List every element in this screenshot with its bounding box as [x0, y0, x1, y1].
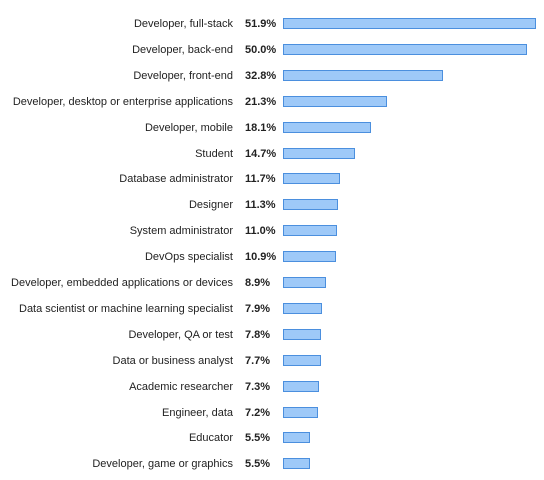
- value-label: 14.7%: [245, 147, 277, 160]
- value-label: 5.5%: [245, 458, 271, 471]
- category-label: Developer, embedded applications or devi…: [11, 277, 233, 289]
- category-label: Data scientist or machine learning speci…: [19, 302, 233, 315]
- value-label: 51.9%: [245, 18, 277, 30]
- category-label: Developer, full-stack: [133, 18, 233, 30]
- bar-row: Data scientist or machine learning speci…: [0, 300, 544, 318]
- value-label: 10.9%: [245, 251, 277, 264]
- bar-row: Developer, QA or test 7.8%: [0, 326, 544, 344]
- category-label: Developer, QA or test: [128, 328, 233, 341]
- bar-row: Academic researcher 7.3%: [0, 378, 544, 396]
- bar: [283, 328, 321, 340]
- bar-row: Developer, desktop or enterprise applica…: [0, 93, 544, 111]
- bar-row: Engineer, data 7.2%: [0, 404, 544, 422]
- bar: [283, 173, 340, 185]
- category-label: Developer, back-end: [132, 43, 233, 56]
- bar-row: DevOps specialist 10.9%: [0, 248, 544, 266]
- bar: [283, 354, 321, 366]
- bar-row: Developer, embedded applications or devi…: [0, 274, 544, 292]
- category-label: Data or business analyst: [112, 354, 233, 367]
- bar: [283, 121, 372, 133]
- category-label: Developer, mobile: [144, 121, 233, 134]
- bar: [283, 43, 527, 55]
- value-label: 7.2%: [245, 406, 271, 419]
- category-label: Academic researcher: [129, 380, 233, 393]
- value-label: 11.7%: [245, 173, 276, 186]
- bar: [283, 406, 319, 418]
- bar: [283, 199, 339, 211]
- category-label: Student: [195, 147, 233, 160]
- bar-row: Developer, back-end 50.0%: [0, 41, 544, 59]
- value-label: 8.9%: [245, 277, 271, 289]
- bar: [283, 147, 355, 159]
- value-label: 7.9%: [245, 302, 271, 315]
- bar-row: Developer, front-end 32.8%: [0, 67, 544, 85]
- bar: [283, 380, 319, 392]
- bar-row: Developer, full-stack 51.9%: [0, 15, 544, 33]
- bar: [283, 458, 310, 470]
- value-label: 50.0%: [245, 43, 277, 56]
- value-label: 7.7%: [245, 354, 271, 367]
- bar-row: Designer 11.3%: [0, 196, 544, 214]
- category-label: Developer, game or graphics: [92, 458, 233, 471]
- value-label: 11.0%: [245, 225, 276, 238]
- category-label: Database administrator: [119, 173, 233, 186]
- value-label: 7.8%: [245, 328, 271, 341]
- category-label: Developer, front-end: [133, 69, 233, 82]
- bar: [283, 225, 337, 237]
- value-label: 18.1%: [245, 121, 277, 134]
- value-label: 11.3%: [245, 199, 276, 212]
- bar: [283, 95, 387, 107]
- bar-row: System administrator 11.0%: [0, 222, 544, 240]
- value-label: 32.8%: [245, 69, 277, 82]
- bar: [283, 69, 443, 81]
- bar-row: Educator 5.5%: [0, 429, 544, 447]
- category-label: DevOps specialist: [144, 251, 233, 264]
- value-label: 21.3%: [245, 95, 277, 108]
- value-label: 5.5%: [245, 432, 271, 445]
- bar-row: Developer, mobile 18.1%: [0, 119, 544, 137]
- bar: [283, 277, 327, 288]
- category-label: Engineer, data: [162, 406, 233, 419]
- bar: [283, 251, 337, 263]
- bar: [283, 18, 536, 29]
- bar: [283, 302, 322, 314]
- category-label: Developer, desktop or enterprise applica…: [12, 95, 233, 108]
- bar-row: Data or business analyst 7.7%: [0, 352, 544, 370]
- bar-row: Developer, game or graphics 5.5%: [0, 455, 544, 473]
- bar-row: Database administrator 11.7%: [0, 170, 544, 188]
- category-label: Designer: [188, 199, 233, 212]
- category-label: System administrator: [129, 225, 233, 238]
- bar: [283, 432, 310, 444]
- bar-row: Student 14.7%: [0, 145, 544, 163]
- category-label: Educator: [188, 432, 233, 445]
- value-label: 7.3%: [245, 380, 271, 393]
